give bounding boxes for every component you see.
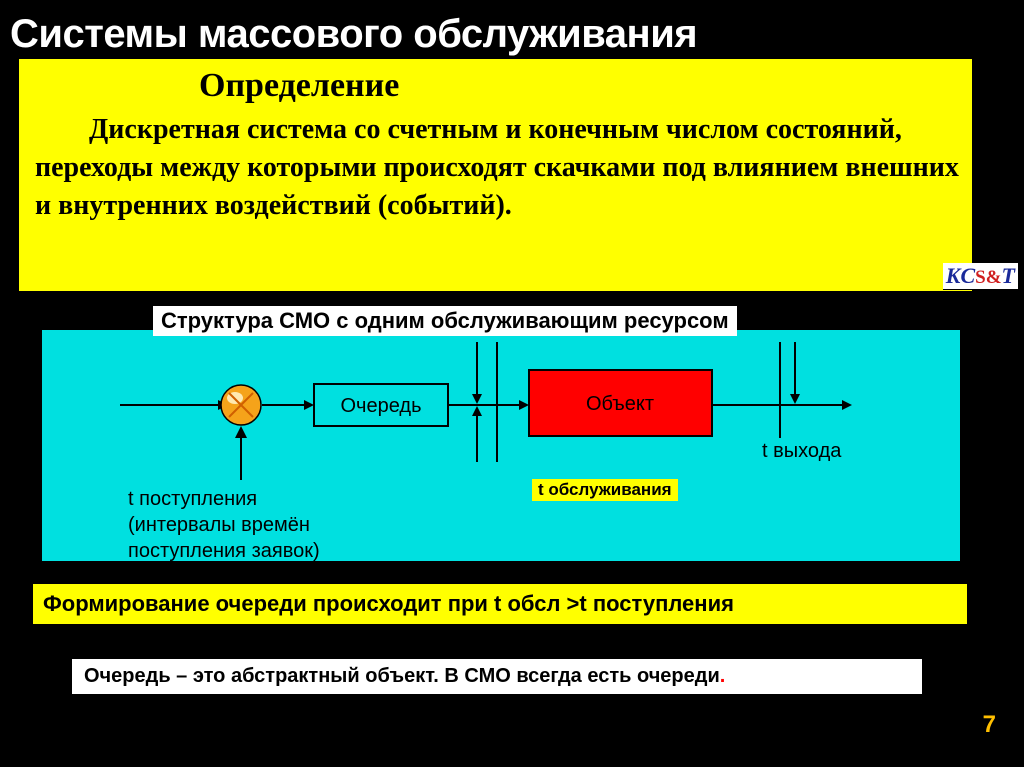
label-arrival-l3: поступления заявок) (128, 540, 320, 562)
slide-title: Системы массового обслуживания (10, 12, 697, 57)
label-arrival-l1: t поступления (128, 488, 257, 510)
watermark-k: KC (946, 263, 975, 288)
watermark-kcst: KCS&T (943, 263, 1018, 290)
watermark-t: T (1002, 263, 1015, 288)
definition-body: Дискретная система со счетным и конечным… (29, 105, 962, 224)
label-arrival: t поступления (интервалы времён поступле… (128, 486, 320, 564)
statement-queue-formation: Формирование очереди происходит при t об… (33, 584, 967, 624)
statement-dot: . (720, 665, 726, 687)
definition-heading: Определение (29, 67, 962, 105)
label-arrival-l2: (интервалы времён (128, 514, 310, 536)
object-label: Объект (586, 393, 654, 415)
page-number: 7 (983, 711, 996, 739)
definition-box: Определение Дискретная система со счетны… (19, 59, 972, 291)
statement-queue-abstract: Очередь – это абстрактный объект. В СМО … (72, 659, 922, 694)
label-service: t обслуживания (532, 479, 678, 501)
queue-label: Очередь (341, 395, 422, 417)
watermark-amp: S& (975, 267, 1001, 288)
label-exit: t выхода (762, 440, 841, 463)
statement-queue-abstract-text: Очередь – это абстрактный объект. В СМО … (84, 665, 720, 687)
